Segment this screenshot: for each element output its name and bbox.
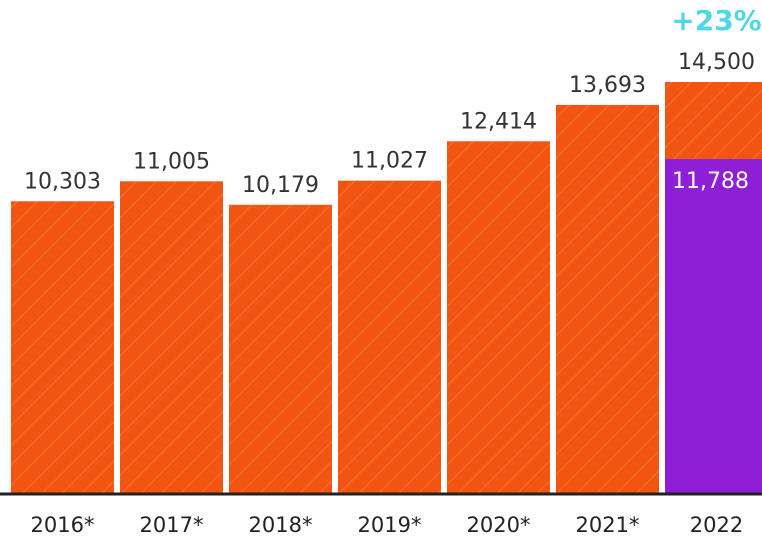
x-ticks-group: 2016* 2017* 2018* 2019* 2020* 2021* 2022 [31, 513, 744, 537]
x-tick-label: 2022 [690, 513, 743, 537]
bar-2018 [229, 204, 332, 494]
x-tick-label: 2021* [576, 513, 640, 537]
value-label: 10,179 [242, 173, 319, 198]
bar-2019 [338, 180, 441, 495]
value-label: 11,027 [351, 149, 428, 174]
x-tick-label: 2020* [467, 513, 531, 537]
value-label: 13,693 [569, 73, 646, 98]
value-label: 14,500 [678, 50, 755, 75]
value-label: 10,303 [24, 169, 101, 194]
bar-2021 [556, 104, 659, 494]
bar-highlight-2022 [665, 159, 762, 494]
value-label: 11,005 [133, 149, 210, 174]
bar-2017 [120, 181, 223, 494]
labels-group: 10,303 11,005 10,179 11,027 12,414 13,693 11,7… [24, 4, 762, 198]
bars-group [11, 82, 762, 495]
x-tick-label: 2019* [358, 513, 422, 537]
x-tick-label: 2018* [249, 513, 313, 537]
bar-2016 [11, 201, 114, 494]
value-label: 12,414 [460, 109, 537, 134]
x-tick-label: 2017* [140, 513, 204, 537]
bar-2020 [447, 141, 550, 494]
growth-annotation: +23% [671, 4, 761, 37]
highlight-value-label: 11,788 [672, 169, 749, 194]
x-tick-label: 2016* [31, 513, 95, 537]
